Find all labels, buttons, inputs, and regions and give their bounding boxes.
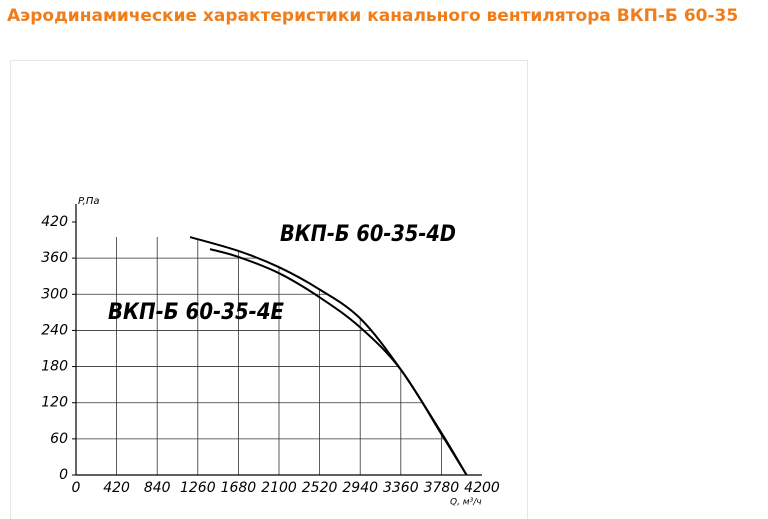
x-tick-label: 840	[144, 480, 171, 496]
y-tick-label: 60	[50, 431, 68, 447]
y-tick-label: 420	[41, 214, 68, 230]
y-axis-label: P,Па	[78, 196, 99, 207]
curve	[209, 248, 468, 476]
x-tick-label: 420	[103, 480, 130, 496]
x-tick-label: 0	[72, 480, 81, 496]
x-tick-label: 2100	[261, 480, 297, 496]
y-tick-label: 360	[41, 250, 68, 266]
y-tick-label: 120	[41, 395, 68, 411]
chart-title: Аэродинамические характеристики канально…	[7, 6, 738, 26]
y-tick-label: 0	[59, 467, 68, 483]
x-tick-label: 1260	[180, 480, 216, 496]
x-tick-label: 2940	[342, 480, 378, 496]
x-tick-label: 4200	[464, 480, 500, 496]
chart-frame	[10, 60, 528, 519]
x-tick-label: 3360	[383, 480, 419, 496]
y-tick-label: 300	[41, 286, 68, 302]
x-tick-label: 2520	[302, 480, 338, 496]
x-axis-label: Q, м³/ч	[450, 498, 482, 508]
x-tick-label: 3780	[424, 480, 460, 496]
series-label: ВКП-Б 60-35-4D	[280, 222, 456, 247]
y-tick-label: 240	[41, 322, 68, 338]
series-label: ВКП-Б 60-35-4E	[108, 300, 284, 325]
x-tick-label: 1680	[221, 480, 257, 496]
y-tick-label: 180	[41, 359, 68, 375]
